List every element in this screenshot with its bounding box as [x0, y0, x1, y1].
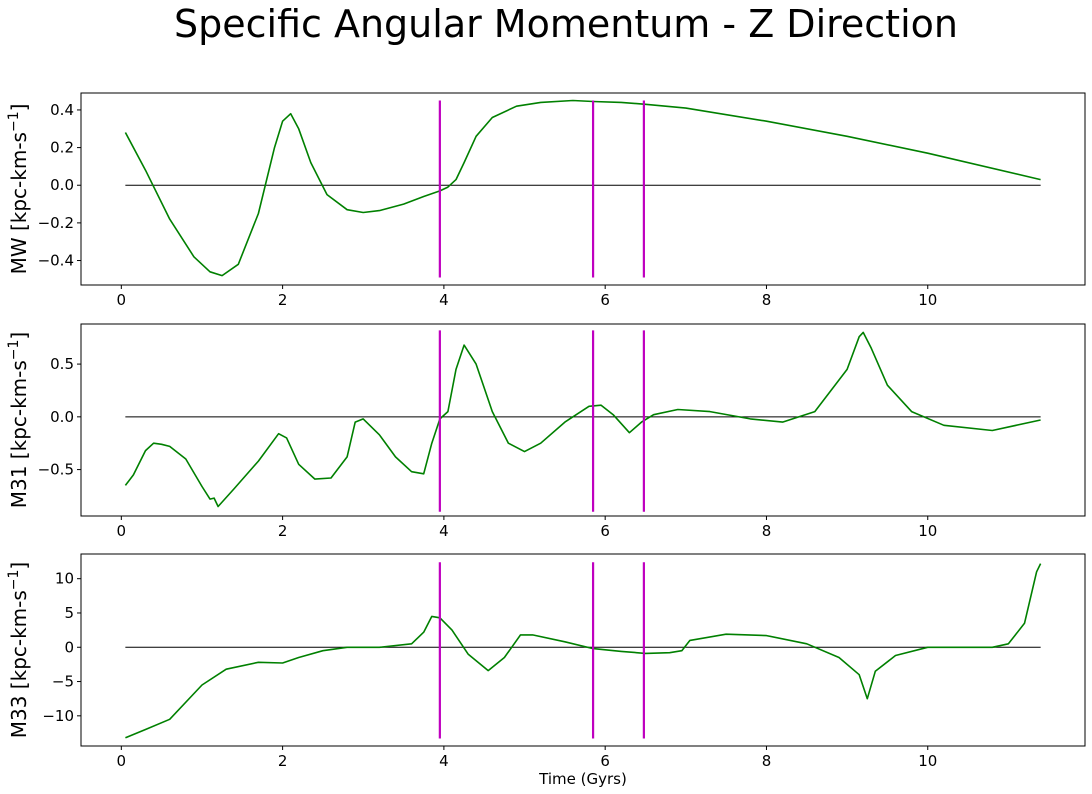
m33-axes-frame	[80, 553, 1086, 747]
m31-x-tick-label: 0	[117, 522, 127, 540]
mw-series-line	[124, 99, 1041, 277]
m31-y-tick-label: −0.5	[38, 461, 74, 479]
page-title: Specific Angular Momentum - Z Direction	[174, 2, 958, 46]
mw-y-tick-label: −0.4	[38, 252, 74, 270]
m31-x-tick-label: 2	[278, 522, 288, 540]
mw-y-tick-label: −0.2	[38, 214, 74, 232]
m31-y-tick-label: 0.5	[50, 355, 74, 373]
m33-x-tick-label: 4	[439, 752, 449, 770]
mw-x-tick-label: 0	[117, 291, 127, 309]
mw-y-tick-label: 0.4	[50, 101, 74, 119]
m31-x-tick-label: 8	[762, 522, 772, 540]
m31-series-line	[124, 331, 1041, 508]
m33-x-tick-label: 2	[278, 752, 288, 770]
m31-x-tick-label: 4	[439, 522, 449, 540]
mw-y-tick-label: 0.0	[50, 176, 74, 194]
mw-y-axis-label: MW [kpc-km-s−1]	[6, 104, 31, 275]
m33-y-tick-label: 5	[64, 604, 74, 622]
m31-x-tick-label: 10	[918, 522, 937, 540]
mw-y-tick-label: 0.2	[50, 139, 74, 157]
mw-axes-frame	[80, 92, 1086, 286]
mw-panel: 0 2 4 6 8 10 −0.4 −0.2 0.0 0.2 0.4 MW [kpc-km-s−1]	[6, 92, 1086, 309]
mw-x-tick-label: 2	[278, 291, 288, 309]
m33-y-tick-label: 0	[64, 638, 74, 656]
m31-panel: 0 2 4 6 8 10 −0.5 0.0 0.5 M31 [kpc-km-s−1]	[6, 323, 1086, 540]
m33-panel: 0 2 4 6 8 10 −10 −5 0 5 10 M33 [kpc-km-s−1] Time (Gy…	[6, 553, 1086, 788]
m31-axes-frame	[80, 323, 1086, 517]
m33-x-tick-label: 0	[117, 752, 127, 770]
m33-x-tick-label: 10	[918, 752, 937, 770]
m33-x-tick-label: 8	[762, 752, 772, 770]
m31-y-tick-label: 0.0	[50, 408, 74, 426]
m31-y-axis-label: M31 [kpc-km-s−1]	[6, 332, 31, 509]
m33-y-tick-label: −10	[42, 707, 74, 725]
mw-x-tick-label: 10	[918, 291, 937, 309]
m31-x-tick-label: 6	[600, 522, 610, 540]
mw-x-tick-label: 4	[439, 291, 449, 309]
m33-y-tick-label: −5	[52, 673, 74, 691]
m33-series-line	[125, 563, 1042, 739]
x-axis-label: Time (Gyrs)	[538, 770, 627, 788]
mw-x-tick-label: 6	[600, 291, 610, 309]
m33-y-tick-label: 10	[55, 570, 74, 588]
m33-y-axis-label: M33 [kpc-km-s−1]	[6, 562, 31, 739]
mw-x-tick-label: 8	[762, 291, 772, 309]
m33-x-tick-label: 6	[600, 752, 610, 770]
